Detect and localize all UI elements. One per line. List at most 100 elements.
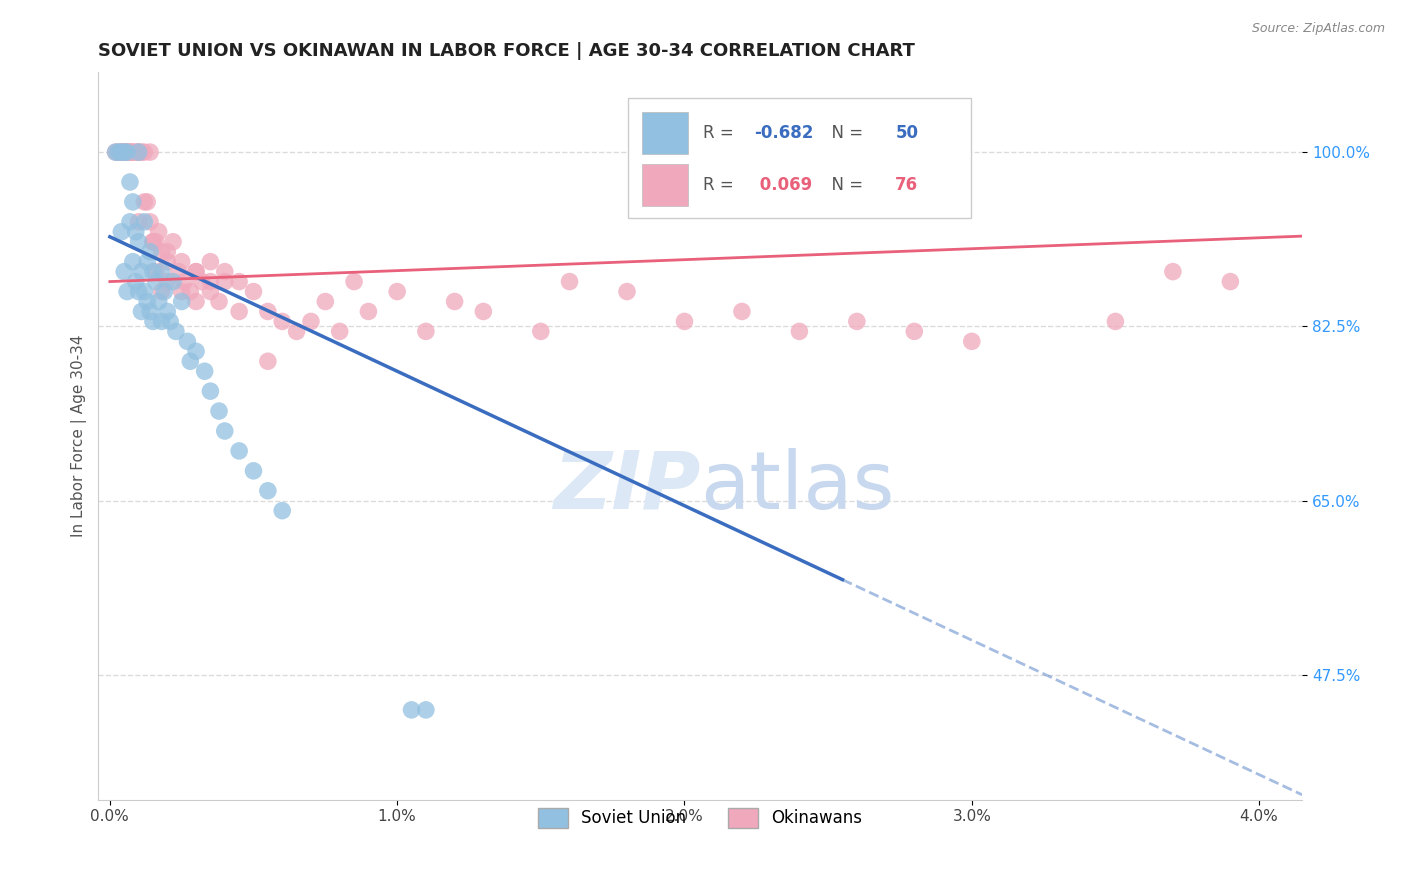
Point: [415, 325, 437, 339]
Point: [343, 275, 366, 289]
Point: [214, 275, 236, 289]
Point: [128, 215, 150, 229]
Point: [228, 275, 250, 289]
Point: [136, 194, 159, 209]
Point: [170, 254, 193, 268]
Point: [329, 325, 352, 339]
Point: [1161, 265, 1184, 279]
Point: [142, 265, 165, 279]
Point: [314, 294, 336, 309]
Point: [153, 285, 176, 299]
Point: [200, 285, 222, 299]
Point: [415, 703, 437, 717]
Point: [167, 265, 190, 279]
Point: [214, 265, 236, 279]
Point: [118, 145, 141, 160]
Point: [128, 145, 150, 160]
Point: [200, 384, 222, 399]
Point: [134, 215, 156, 229]
Point: [271, 504, 294, 518]
Point: [110, 225, 132, 239]
Point: [139, 244, 162, 259]
Point: [107, 145, 129, 160]
Point: [191, 275, 214, 289]
Point: [271, 314, 294, 328]
Point: [139, 304, 162, 318]
Point: [121, 145, 143, 160]
Point: [1219, 275, 1241, 289]
Point: [159, 314, 181, 328]
Point: [616, 285, 638, 299]
Point: [673, 314, 696, 328]
Point: [142, 235, 165, 249]
Point: [112, 145, 135, 160]
Point: [148, 294, 170, 309]
Point: [110, 145, 132, 160]
Point: [125, 225, 148, 239]
Point: [121, 254, 143, 268]
Point: [194, 364, 217, 378]
Point: [208, 404, 231, 418]
FancyBboxPatch shape: [643, 164, 688, 206]
Point: [845, 314, 868, 328]
Point: [107, 145, 129, 160]
Point: [136, 254, 159, 268]
Point: [121, 194, 143, 209]
Point: [145, 235, 167, 249]
Point: [789, 325, 811, 339]
Point: [242, 285, 264, 299]
Point: [110, 145, 132, 160]
Text: 76: 76: [896, 176, 918, 194]
Point: [257, 483, 280, 498]
Text: -0.682: -0.682: [755, 124, 814, 142]
Point: [150, 265, 173, 279]
Point: [136, 294, 159, 309]
Text: N =: N =: [821, 176, 868, 194]
Point: [156, 275, 179, 289]
Point: [170, 285, 193, 299]
Point: [179, 285, 201, 299]
Point: [134, 194, 156, 209]
FancyBboxPatch shape: [643, 112, 688, 153]
FancyBboxPatch shape: [628, 98, 972, 218]
Point: [128, 145, 150, 160]
Point: [145, 275, 167, 289]
Point: [162, 275, 184, 289]
Point: [115, 145, 138, 160]
Point: [184, 265, 207, 279]
Text: atlas: atlas: [700, 448, 894, 526]
Point: [115, 285, 138, 299]
Text: R =: R =: [703, 124, 738, 142]
Point: [131, 145, 153, 160]
Point: [131, 265, 153, 279]
Point: [960, 334, 983, 349]
Point: [208, 294, 231, 309]
Point: [257, 354, 280, 368]
Text: R =: R =: [703, 176, 738, 194]
Point: [110, 145, 132, 160]
Point: [142, 314, 165, 328]
Point: [176, 334, 198, 349]
Text: 50: 50: [896, 124, 918, 142]
Point: [530, 325, 553, 339]
Point: [731, 304, 754, 318]
Point: [104, 145, 127, 160]
Point: [139, 215, 162, 229]
Point: [112, 145, 135, 160]
Point: [118, 145, 141, 160]
Point: [242, 464, 264, 478]
Text: SOVIET UNION VS OKINAWAN IN LABOR FORCE | AGE 30-34 CORRELATION CHART: SOVIET UNION VS OKINAWAN IN LABOR FORCE …: [98, 42, 915, 60]
Point: [104, 145, 127, 160]
Y-axis label: In Labor Force | Age 30-34: In Labor Force | Age 30-34: [72, 334, 87, 537]
Point: [184, 265, 207, 279]
Point: [472, 304, 495, 318]
Point: [142, 235, 165, 249]
Point: [139, 145, 162, 160]
Point: [200, 254, 222, 268]
Point: [150, 314, 173, 328]
Point: [165, 325, 187, 339]
Point: [162, 235, 184, 249]
Point: [401, 703, 423, 717]
Point: [170, 294, 193, 309]
Point: [156, 244, 179, 259]
